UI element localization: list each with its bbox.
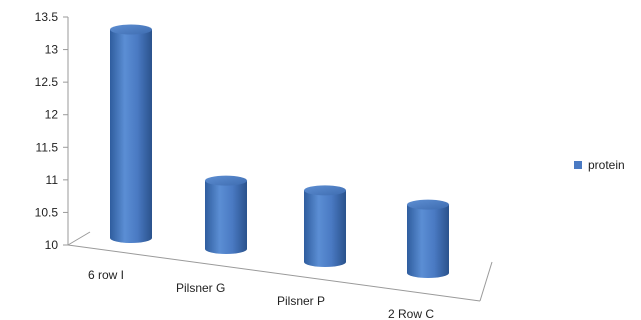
category-labels: 6 row I Pilsner G Pilsner P 2 Row C bbox=[88, 268, 434, 320]
bar-body bbox=[304, 190, 346, 267]
bar-3 bbox=[304, 185, 346, 267]
bar-top bbox=[205, 175, 247, 186]
x-category-label: Pilsner P bbox=[277, 294, 325, 308]
bar-4 bbox=[407, 199, 449, 278]
y-tick-label: 10 bbox=[45, 238, 59, 252]
bar-top bbox=[110, 24, 152, 35]
y-tick-label: 10.5 bbox=[35, 205, 59, 219]
bar-top bbox=[304, 185, 346, 196]
y-tick-label: 13 bbox=[45, 43, 59, 57]
legend-label: protein bbox=[588, 158, 625, 172]
bar-body bbox=[407, 204, 449, 278]
y-tick-label: 11.5 bbox=[36, 140, 59, 154]
y-tick-label: 12 bbox=[45, 108, 59, 122]
legend: protein bbox=[574, 158, 625, 172]
x-category-label: 2 Row C bbox=[388, 307, 434, 320]
floor-front-line bbox=[67, 244, 481, 302]
y-axis-ticks: 10 10.5 11 11.5 12 12.5 13 13.5 bbox=[35, 10, 68, 252]
y-tick-label: 12.5 bbox=[35, 75, 59, 89]
legend-swatch bbox=[574, 161, 582, 169]
x-category-label: Pilsner G bbox=[176, 281, 225, 295]
bars bbox=[110, 24, 449, 278]
bar-body bbox=[205, 180, 247, 254]
floor-right-line bbox=[479, 261, 493, 302]
y-tick-label: 13.5 bbox=[35, 10, 59, 24]
bar-1 bbox=[110, 24, 152, 243]
bar-top bbox=[407, 199, 449, 210]
y-tick-label: 11 bbox=[46, 173, 59, 187]
bar-body bbox=[110, 29, 152, 243]
floor-back-line bbox=[67, 231, 91, 246]
bar-2 bbox=[205, 175, 247, 254]
x-category-label: 6 row I bbox=[88, 268, 124, 282]
